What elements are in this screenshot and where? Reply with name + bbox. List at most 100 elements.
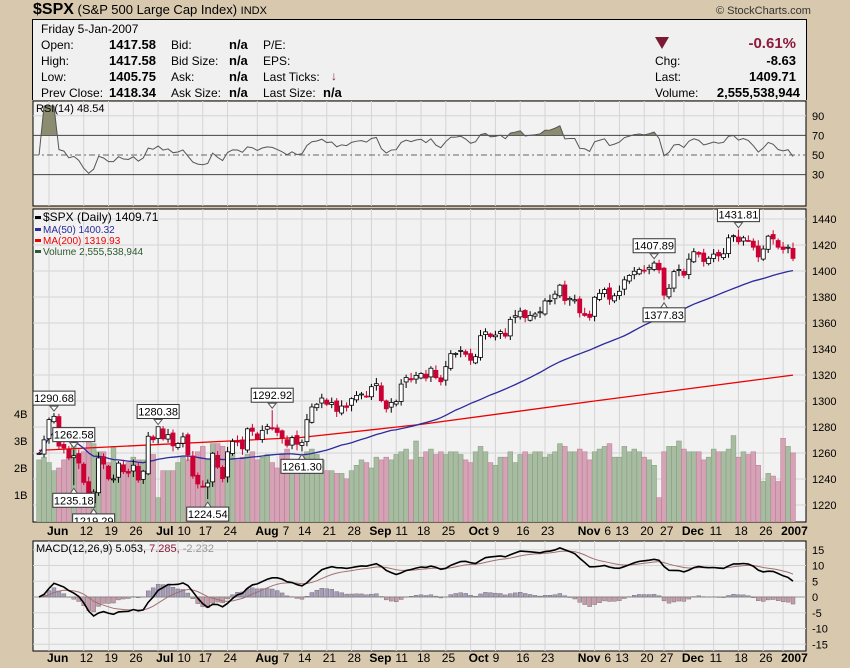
x-tick-label: 14: [298, 524, 312, 538]
candle-body: [101, 456, 106, 465]
macd-histogram-bar: [364, 594, 369, 598]
macd-line: [38, 547, 794, 618]
x-tick-label: Jul: [156, 651, 173, 665]
volume-bar: [631, 448, 637, 522]
x-tick-label: 2007: [781, 651, 808, 665]
volume-bar: [666, 446, 672, 522]
macd-histogram-bar: [785, 596, 791, 603]
price-tick-label: 1400: [812, 266, 836, 278]
candle-body: [775, 240, 781, 248]
macd-histogram-bar: [448, 594, 453, 598]
macd-tick-label: -5: [812, 608, 822, 620]
macd-histogram-bar: [304, 596, 310, 598]
volume-bar: [358, 459, 365, 522]
symbol: $SPX: [33, 1, 74, 18]
volume-bar: [477, 446, 484, 522]
candle-body: [602, 289, 607, 294]
macd-histogram-bar: [775, 596, 781, 601]
annotation-pointer: [68, 442, 79, 449]
macd-histogram-bar: [116, 596, 121, 601]
volume-bar: [775, 481, 781, 522]
chart-title: $SPX (S&P 500 Large Cap Index) INDX: [33, 1, 267, 19]
macd-histogram-bar: [478, 593, 483, 598]
candle-body: [225, 451, 230, 478]
candle-body: [383, 400, 389, 410]
macd-histogram-bar: [274, 590, 280, 598]
volume-bar: [175, 462, 181, 522]
volume-legend: Volume 2,555,538,944: [43, 247, 144, 258]
annotation-pointer: [733, 222, 744, 229]
high-value: 1417.58: [109, 53, 156, 68]
macd-histogram-bar: [230, 594, 235, 598]
candle-body: [418, 373, 424, 379]
macd-histogram-bar: [790, 596, 796, 605]
annotation-label: 1377.83: [644, 310, 684, 322]
macd-histogram-bar: [314, 589, 320, 598]
volume-bar: [770, 475, 776, 522]
volume-bar: [502, 456, 509, 522]
volume-bar: [393, 454, 399, 522]
copyright[interactable]: © StockCharts.com: [716, 5, 811, 17]
macd-histogram-bar: [468, 595, 473, 598]
volume-bar: [180, 456, 186, 522]
volume-tick-label: 1B: [14, 490, 27, 502]
candle-body: [334, 400, 340, 412]
x-tick-label: 19: [105, 524, 119, 538]
volume-bar: [636, 451, 642, 522]
volume-bar: [517, 454, 523, 522]
volume-bar: [735, 456, 742, 522]
volume-bar: [656, 497, 662, 522]
volume-tick-label: 2B: [14, 463, 27, 475]
last-size-label: Last Size:: [263, 86, 316, 100]
volume-bar: [705, 456, 712, 522]
x-tick-label: 25: [442, 524, 456, 538]
ma200-legend: MA(200) 1319.93: [43, 236, 121, 247]
rsi-tick-label: 70: [812, 130, 824, 142]
volume-bar: [165, 470, 171, 522]
macd-histogram-bar: [607, 596, 612, 602]
candle-body: [140, 470, 146, 480]
macd-histogram-bar: [225, 596, 230, 600]
candle-body: [71, 455, 77, 459]
macd-tick-label: 5: [812, 576, 818, 588]
volume-bar: [542, 456, 548, 522]
candle-body: [130, 464, 136, 472]
macd-histogram-bar: [637, 594, 642, 598]
candle-body: [368, 386, 374, 398]
annotation-box: [632, 238, 676, 254]
annotation-label: 1224.54: [188, 509, 228, 521]
x-tick-label: 6: [604, 651, 611, 665]
macd-histogram-bar: [721, 596, 726, 598]
volume-bar: [765, 473, 771, 522]
candle-body: [557, 284, 563, 297]
macd-histogram-bar: [513, 592, 518, 598]
macd-histogram-bar: [423, 595, 429, 598]
macd-histogram-bar: [418, 594, 424, 598]
macd-histogram-bar: [597, 596, 602, 603]
candle-body: [438, 377, 444, 383]
macd-histogram-bar: [592, 596, 597, 605]
annotation-pointer: [267, 402, 278, 410]
candle-body: [175, 443, 181, 448]
volume-bar: [457, 454, 464, 522]
volume-bar: [591, 451, 598, 522]
candle-body: [785, 246, 791, 249]
volume-bar: [368, 467, 375, 522]
macd-signal-line: [39, 550, 794, 611]
volume-bar: [418, 456, 424, 522]
price-legend: $SPX (Daily) 1409.71: [43, 210, 159, 224]
candle-body: [314, 403, 320, 409]
price-tick-label: 1420: [812, 240, 836, 252]
x-tick-label: Oct: [469, 651, 489, 665]
macd-histogram-bar: [602, 596, 607, 602]
macd-histogram-bar: [319, 588, 324, 598]
volume-bar: [333, 473, 340, 522]
volume-bar: [596, 448, 603, 522]
macd-histogram-bar: [577, 596, 582, 603]
macd-legend-hist: -2.232: [180, 543, 214, 555]
macd-histogram-bar: [111, 596, 116, 604]
candle-body: [731, 235, 736, 238]
annotation-box: [72, 513, 116, 522]
macd-histogram-bar: [458, 592, 463, 598]
candle-body: [537, 311, 543, 314]
